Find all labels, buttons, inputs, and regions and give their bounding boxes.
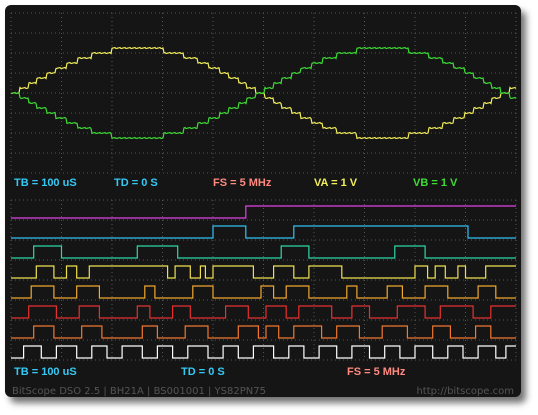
analog-traces [10, 46, 517, 140]
oscilloscope-window: TB = 100 uS TD = 0 S FS = 5 MHz VA = 1 V… [5, 5, 521, 397]
channel-a-volts-label: VA = 1 V [314, 177, 358, 189]
trigger-delay-label: TD = 0 S [114, 177, 158, 189]
logic-channel-3-trace [11, 265, 516, 279]
logic-channel-6-trace [11, 325, 516, 339]
scope-display: TB = 100 uS TD = 0 S FS = 5 MHz VA = 1 V… [10, 12, 517, 397]
logic-sample-rate-label: FS = 5 MHz [347, 366, 406, 378]
logic-timebase-label: TB = 100 uS [14, 366, 77, 378]
logic-channel-4-trace [11, 285, 516, 299]
logic-graticule [10, 199, 517, 361]
channel-b-trace [10, 46, 517, 140]
channel-b-volts-label: VB = 1 V [413, 177, 458, 189]
logic-channel-7-trace [11, 345, 516, 359]
sample-rate-label: FS = 5 MHz [213, 177, 272, 189]
logic-channel-1-trace [11, 225, 516, 239]
logic-traces [11, 205, 516, 359]
logic-channel-5-trace [11, 305, 516, 319]
footer-website-link[interactable]: http://bitscope.com [416, 386, 514, 397]
timebase-label: TB = 100 uS [14, 177, 77, 189]
logic-trigger-delay-label: TD = 0 S [181, 366, 225, 378]
footer-device-info: BitScope DSO 2.5 | BH21A | BS001001 | YS… [12, 386, 266, 397]
logic-channel-0-trace [11, 205, 516, 219]
logic-channel-2-trace [11, 245, 516, 259]
